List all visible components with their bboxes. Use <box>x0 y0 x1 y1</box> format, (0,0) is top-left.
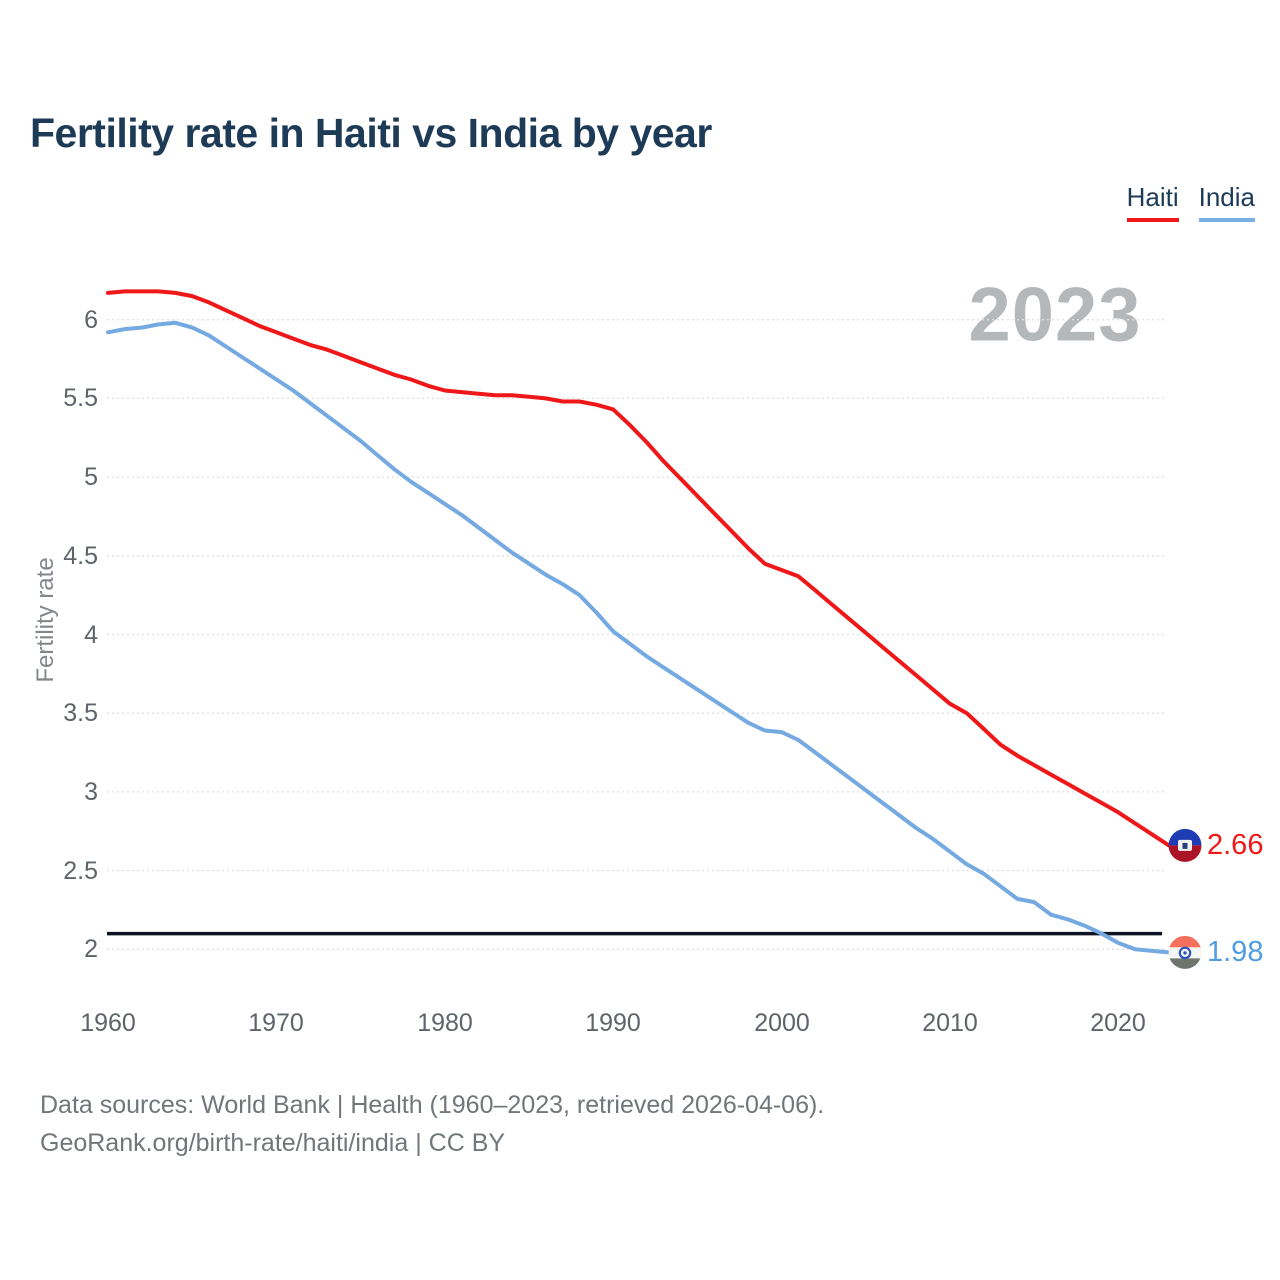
y-tick-label: 5.5 <box>63 384 98 412</box>
footer: Data sources: World Bank | Health (1960–… <box>40 1086 824 1162</box>
year-watermark: 2023 <box>968 272 1142 358</box>
y-tick-label: 4.5 <box>63 542 98 570</box>
page-title: Fertility rate in Haiti vs India by year <box>30 110 712 156</box>
x-tick-label: 1990 <box>585 1009 641 1037</box>
x-tick-label: 1970 <box>248 1009 304 1037</box>
haiti-flag-icon <box>1168 828 1202 862</box>
legend-label-india: India <box>1198 182 1255 212</box>
legend-item-haiti[interactable]: Haiti <box>1126 182 1179 222</box>
india-flag-icon <box>1168 935 1202 969</box>
x-tick-label: 2010 <box>922 1009 978 1037</box>
y-tick-label: 2 <box>84 935 98 963</box>
haiti-end-value-label: 2.66 <box>1207 829 1264 861</box>
footer-data-sources: Data sources: World Bank | Health (1960–… <box>40 1091 825 1119</box>
x-tick-label: 2000 <box>754 1009 810 1037</box>
legend-item-india[interactable]: India <box>1198 182 1255 222</box>
y-tick-label: 2.5 <box>63 857 98 885</box>
y-tick-label: 3 <box>84 778 98 806</box>
x-tick-label: 1980 <box>417 1009 473 1037</box>
y-tick-label: 4 <box>84 621 98 649</box>
series-line-haiti[interactable] <box>106 289 1171 848</box>
series-line-india[interactable] <box>106 320 1171 955</box>
india-end-value-label: 1.98 <box>1207 936 1264 968</box>
legend-label-haiti: Haiti <box>1126 182 1179 212</box>
y-tick-label: 6 <box>84 306 98 334</box>
legend: Haiti India <box>1126 182 1255 222</box>
y-tick-label: 5 <box>84 463 98 491</box>
y-tick-label: 3.5 <box>63 699 98 727</box>
x-tick-label: 1960 <box>80 1009 136 1037</box>
footer-attribution: GeoRank.org/birth-rate/haiti/india | CC … <box>40 1129 506 1157</box>
x-tick-label: 2020 <box>1090 1009 1146 1037</box>
